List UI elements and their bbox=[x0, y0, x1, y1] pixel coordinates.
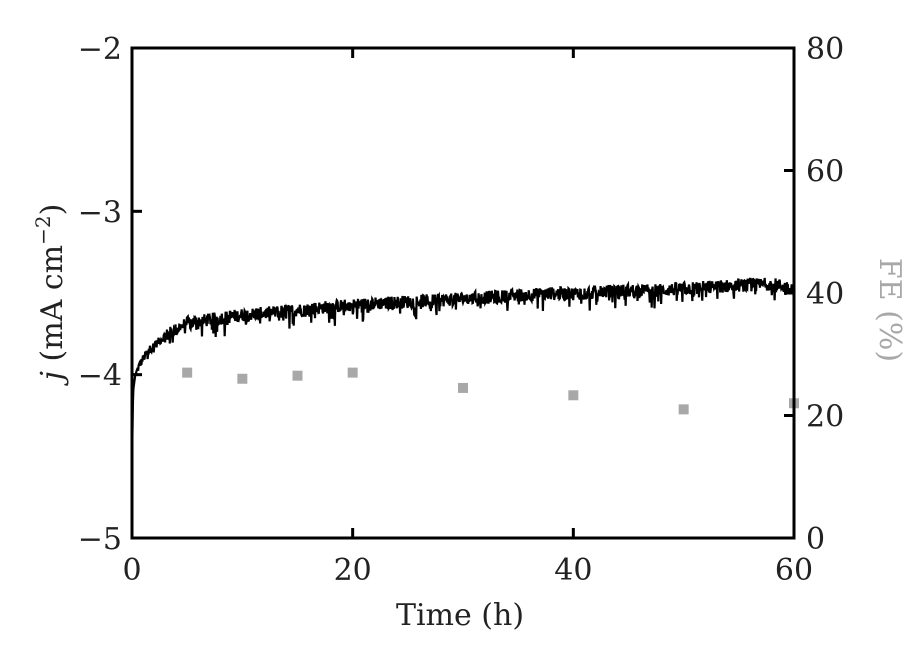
y2-tick-label: 80 bbox=[806, 32, 844, 67]
fe-point bbox=[458, 383, 468, 393]
y2-tick-label: 40 bbox=[806, 277, 844, 312]
x-tick-label: 40 bbox=[554, 553, 592, 588]
x-tick-label: 20 bbox=[334, 553, 372, 588]
y-axis-title-unit: (mA cm bbox=[35, 245, 70, 371]
y-axis-title: j (mA cm−2) bbox=[31, 204, 70, 387]
y-tick-label: −4 bbox=[78, 359, 122, 394]
x-tick-label: 0 bbox=[122, 553, 141, 588]
fe-point bbox=[679, 404, 689, 414]
y-tick-label: −3 bbox=[78, 195, 122, 230]
y2-axis-title: FE (%) bbox=[872, 258, 907, 362]
fe-point bbox=[568, 390, 578, 400]
x-tick-label: 60 bbox=[775, 553, 813, 588]
y2-tick-label: 20 bbox=[806, 400, 844, 435]
fe-point bbox=[237, 374, 247, 384]
y-axis-title-var: j bbox=[35, 371, 70, 386]
y-axis-title-close: ) bbox=[35, 204, 70, 216]
y-tick-label: −5 bbox=[78, 522, 122, 557]
fe-point bbox=[348, 368, 358, 378]
x-axis-title: Time (h) bbox=[396, 598, 524, 633]
y-tick-label: −2 bbox=[78, 32, 122, 67]
y2-tick-label: 0 bbox=[806, 522, 825, 557]
y2-tick-label: 60 bbox=[806, 155, 844, 190]
fe-point bbox=[293, 371, 303, 381]
fe-point bbox=[182, 368, 192, 378]
y-axis-title-sup: −2 bbox=[31, 215, 55, 244]
